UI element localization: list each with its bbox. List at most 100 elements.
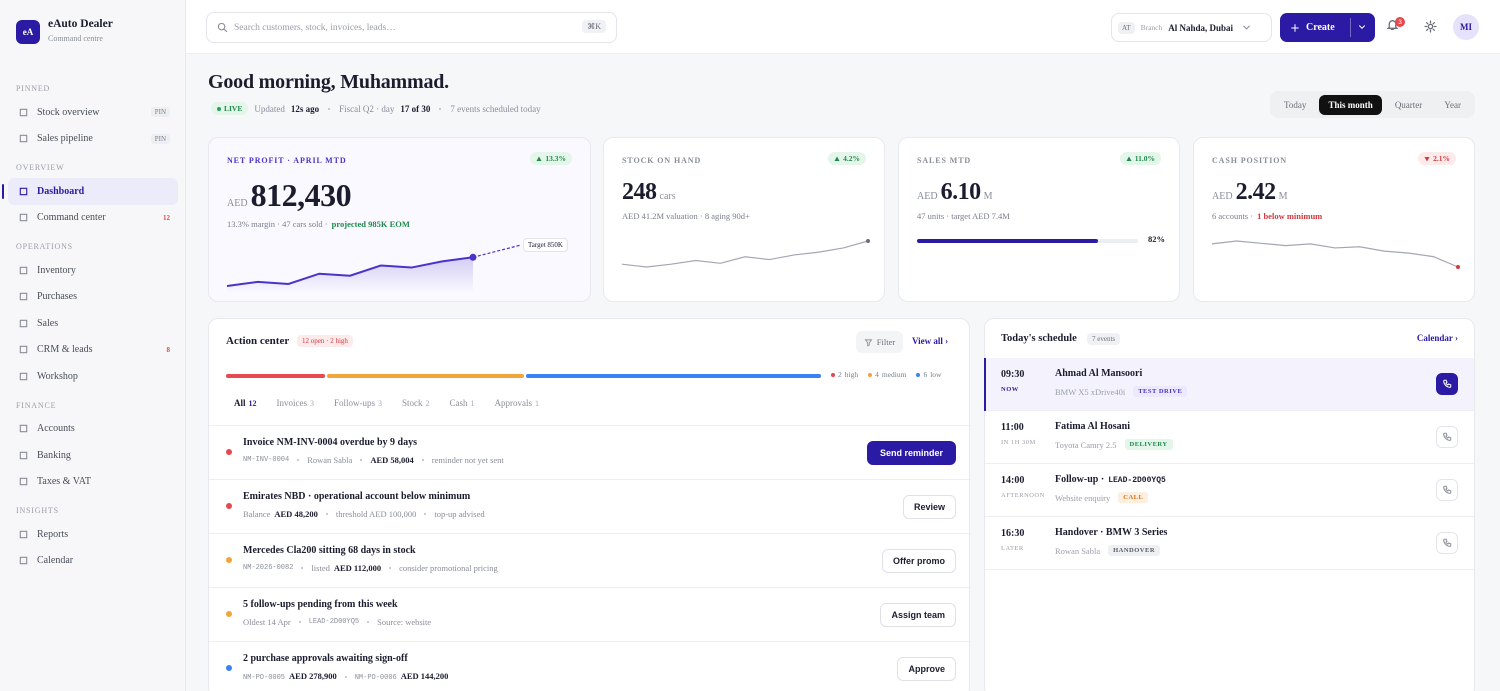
meta-group: Oldest 14 Apr <box>243 617 291 627</box>
meta-group: NM-PO-0005 AED 278,900 <box>243 671 337 682</box>
icon-shape <box>19 266 28 275</box>
icon-shape <box>1291 23 1299 32</box>
nav-item[interactable]: Accounts <box>8 416 178 443</box>
filter-button[interactable]: Filter <box>856 331 903 353</box>
tab[interactable]: Cash 1 <box>450 398 475 408</box>
nav-item[interactable]: Purchases <box>8 284 178 311</box>
kpi-delta: 13.3% <box>530 152 572 165</box>
schedule-name-text: Ahmad Al Mansoori <box>1055 368 1143 379</box>
icon-shape <box>19 345 28 354</box>
schedule-tag: DELIVERY <box>1124 439 1173 450</box>
nav-item[interactable]: Calendar <box>8 548 178 575</box>
schedule-name: Fatima Al Hosani <box>1055 421 1130 432</box>
action-button[interactable]: Offer promo <box>881 549 956 573</box>
nav-item[interactable]: Banking <box>8 442 178 469</box>
kpi-delta: 11.0% <box>1119 152 1161 165</box>
meta-text: NM-INV-0004 <box>243 456 290 464</box>
action-button[interactable]: Approve <box>897 657 956 681</box>
icon <box>19 134 28 143</box>
tab[interactable]: All 12 <box>234 398 257 408</box>
icon <box>1443 432 1452 441</box>
nav-item[interactable]: Workshop <box>8 363 178 390</box>
period-option[interactable]: Today <box>1284 99 1307 110</box>
kpi-label: STOCK ON HAND <box>622 156 702 165</box>
notifications[interactable] <box>1386 18 1399 36</box>
schedule: Today's schedule 7 events Calendar › 09:30 N… <box>984 318 1475 691</box>
branch-code: AT <box>1118 21 1135 34</box>
filter-label: Filter <box>876 337 896 347</box>
schedule-tag: CALL <box>1118 492 1149 503</box>
call-button[interactable] <box>1436 479 1458 501</box>
call-button[interactable] <box>1436 532 1458 554</box>
icon-shape <box>1443 432 1452 441</box>
separator <box>360 459 363 461</box>
priority-legend: 2 high 4 medium 6 low <box>831 370 941 379</box>
nav-item[interactable]: CRM & leads 8 <box>8 337 178 364</box>
priority-bar <box>226 374 821 378</box>
nav-item[interactable]: Reports <box>8 521 178 548</box>
action-meta: NM-INV-0004 Rowan Sabla AED 58,004 reminder… <box>243 455 504 465</box>
nav-item[interactable]: Sales <box>8 310 178 337</box>
nav-item[interactable]: Taxes & VAT <box>8 469 178 496</box>
branch-selector[interactable]: AT Branch Al Nahda, Dubai <box>1111 13 1272 42</box>
period-option[interactable]: Quarter <box>1394 99 1423 110</box>
meta-text: AED 112,000 <box>333 563 382 573</box>
schedule-detail-text: Toyota Camry 2.5 <box>1055 439 1117 450</box>
view-all-link[interactable]: View all › <box>912 336 949 346</box>
kpi-subtitle-part: 47 units · target AED 7.4M <box>917 211 1010 221</box>
schedule-name: Follow-up · LEAD-2D00YQ5 <box>1055 474 1166 485</box>
create-button[interactable]: Create <box>1280 13 1375 42</box>
settings[interactable] <box>1424 20 1437 38</box>
separator <box>424 513 427 515</box>
tab[interactable]: Stock 2 <box>402 398 430 408</box>
period-toggle: Today This month Quarter Year <box>1270 91 1475 118</box>
status-row: LIVE Updated 12s ago Fiscal Q2 · day 17 of 3… <box>211 102 541 115</box>
separator <box>367 621 370 623</box>
priority-dot <box>226 557 232 563</box>
schedule-detail: Toyota Camry 2.5 DELIVERY <box>1055 439 1173 450</box>
avatar[interactable]: MI <box>1453 14 1479 40</box>
meta-group: reminder not yet sent <box>432 455 504 465</box>
legend-count: 2 <box>838 370 842 379</box>
nav-item[interactable]: Inventory <box>8 257 178 284</box>
meta-group: NM-2026-0082 <box>243 564 293 572</box>
delta-arrow-shape <box>834 156 840 161</box>
period-option[interactable]: This month <box>1319 94 1382 115</box>
meta-text: AED 278,900 <box>289 671 337 681</box>
meta-text: listed <box>311 563 330 573</box>
kpi-subtitle-part: AED 41.2M valuation · 8 aging 90d+ <box>622 211 750 221</box>
call-button[interactable] <box>1436 373 1458 395</box>
events-today: 7 events scheduled today <box>450 103 541 114</box>
kpi-card: CASH POSITION 2.1% AED 2.42 M 6 accounts · 1 b… <box>1193 137 1475 302</box>
nav-item[interactable]: Stock overview PIN <box>8 99 178 126</box>
search-box[interactable]: Search customers, stock, invoices, leads… <box>206 12 617 43</box>
tab-count: 1 <box>535 399 540 408</box>
create-label: Create <box>1306 22 1335 33</box>
calendar-link[interactable]: Calendar › <box>1416 333 1458 343</box>
nav-item[interactable]: Sales pipeline PIN <box>8 126 178 153</box>
action-center-badge: 12 open · 2 high <box>297 335 353 347</box>
progress-fill <box>917 239 1099 243</box>
tab-label: Follow-ups <box>334 398 376 408</box>
kpi-unit: M <box>983 191 993 202</box>
kpi-subtitle: 47 units · target AED 7.4M <box>917 211 1010 221</box>
action-button[interactable]: Review <box>902 495 956 519</box>
nav-item[interactable]: Command center 12 <box>8 205 178 232</box>
tab[interactable]: Invoices 3 <box>277 398 315 408</box>
kpi-card: STOCK ON HAND 4.2% 248 cars AED 41.2M valuat… <box>603 137 885 302</box>
icon <box>19 319 28 328</box>
action-button[interactable]: Send reminder <box>866 441 956 465</box>
meta-group: AED 58,004 <box>370 455 413 465</box>
tab-label: Invoices <box>276 398 308 408</box>
sparkline-line <box>621 240 869 268</box>
icon <box>864 338 873 347</box>
period-option[interactable]: Year <box>1444 99 1461 110</box>
tab[interactable]: Approvals 1 <box>495 398 540 408</box>
schedule-name-text: Fatima Al Hosani <box>1055 421 1131 432</box>
meta-group: threshold AED 100,000 <box>336 509 417 519</box>
action-button[interactable]: Assign team <box>880 603 956 627</box>
schedule-time: 11:00 <box>1001 422 1024 433</box>
nav-item[interactable]: Dashboard <box>2 178 178 205</box>
tab[interactable]: Follow-ups 3 <box>334 398 382 408</box>
call-button[interactable] <box>1436 426 1458 448</box>
